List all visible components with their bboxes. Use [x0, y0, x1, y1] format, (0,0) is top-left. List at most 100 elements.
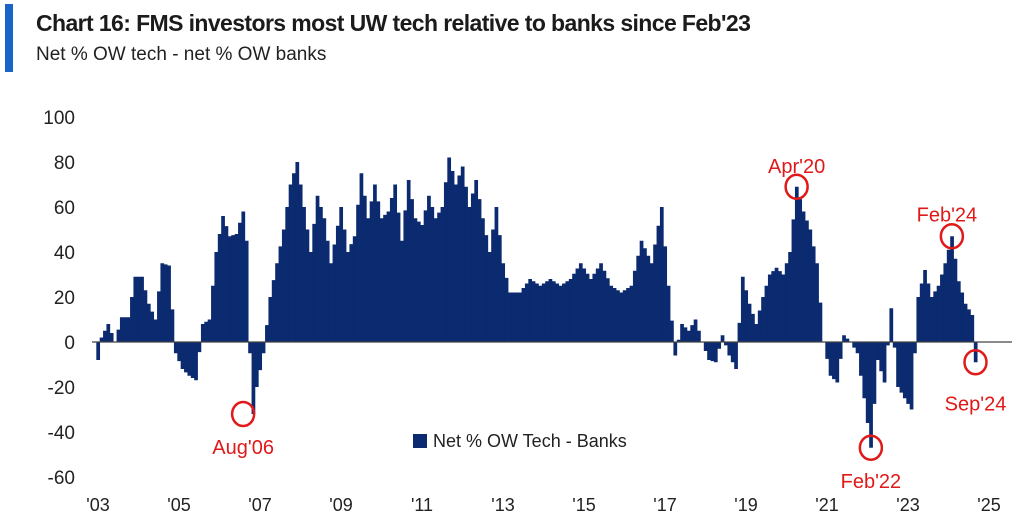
bar — [835, 342, 840, 383]
bar — [298, 184, 303, 342]
bar — [578, 263, 583, 342]
bar — [403, 210, 408, 342]
bar — [292, 173, 296, 342]
bar — [349, 244, 354, 342]
bar — [562, 283, 566, 342]
bar — [308, 252, 313, 342]
bar — [150, 311, 155, 342]
bar — [656, 225, 661, 342]
annotation-label: Apr'20 — [768, 156, 825, 178]
x-tick-label: '17 — [653, 495, 676, 515]
bar — [757, 310, 762, 342]
bar — [123, 317, 128, 342]
bar — [119, 317, 124, 342]
bar — [535, 283, 539, 342]
bar — [325, 240, 330, 342]
bar — [238, 222, 242, 342]
bar — [396, 212, 401, 342]
bar — [643, 248, 647, 342]
bar — [224, 226, 229, 342]
bar — [487, 252, 492, 342]
bar — [521, 288, 526, 342]
x-tick-label: '25 — [977, 495, 1000, 515]
bar — [970, 315, 975, 342]
bar — [808, 229, 813, 342]
bar — [153, 319, 158, 342]
bar — [589, 279, 593, 342]
bar — [504, 277, 509, 342]
bar — [285, 207, 290, 342]
y-tick-label: 20 — [54, 288, 75, 309]
bar — [602, 270, 607, 342]
bar — [670, 320, 674, 342]
bar — [508, 292, 512, 342]
bar — [619, 292, 624, 342]
bar — [332, 244, 337, 342]
bar — [727, 342, 732, 356]
bar — [973, 342, 978, 363]
y-tick-label: 80 — [54, 153, 75, 174]
bar — [140, 276, 144, 342]
bar — [167, 265, 171, 342]
bar — [494, 207, 499, 342]
bar — [724, 342, 728, 346]
bar — [852, 342, 857, 348]
bar — [373, 184, 377, 342]
bar — [413, 218, 418, 342]
bar — [109, 333, 114, 342]
bar — [366, 218, 371, 342]
bar — [126, 317, 131, 342]
bar — [676, 339, 681, 342]
bar — [693, 319, 698, 342]
bar — [754, 324, 759, 342]
bar — [673, 342, 678, 356]
bar — [717, 342, 722, 349]
bar — [737, 322, 742, 342]
bar — [383, 214, 387, 342]
bar — [784, 263, 789, 342]
bar — [747, 303, 752, 342]
bar — [811, 246, 816, 342]
bar — [923, 270, 927, 342]
bar — [599, 263, 603, 342]
annotation-circle — [858, 434, 884, 461]
bar — [545, 281, 549, 342]
bar — [389, 198, 394, 342]
bar — [582, 268, 587, 342]
bar — [474, 180, 479, 342]
bar — [936, 285, 941, 342]
annotation-circle — [784, 173, 809, 200]
bar — [751, 313, 755, 342]
bar — [207, 319, 212, 342]
bar — [184, 342, 188, 373]
bar — [497, 235, 502, 342]
bar — [457, 175, 462, 342]
bar — [251, 342, 256, 414]
bar — [886, 342, 890, 346]
bar — [433, 218, 438, 342]
x-tick-label: '11 — [411, 495, 433, 515]
bar — [683, 327, 688, 342]
bar — [538, 285, 543, 342]
x-tick-label: '19 — [734, 495, 757, 515]
bar — [690, 325, 695, 342]
chart-title: Chart 16: FMS investors most UW tech rel… — [36, 10, 751, 36]
bar — [805, 220, 809, 342]
bar — [271, 280, 276, 342]
y-tick-label: -60 — [48, 468, 75, 489]
bar — [258, 342, 263, 371]
bar — [946, 249, 951, 342]
bar — [855, 342, 860, 354]
bar — [440, 207, 445, 342]
bar — [663, 246, 668, 342]
bar — [842, 335, 846, 342]
bar — [227, 236, 232, 342]
bar — [470, 193, 475, 342]
bar — [697, 330, 701, 342]
bar — [879, 342, 884, 372]
bar — [913, 342, 917, 354]
bar — [319, 207, 323, 342]
bar — [302, 207, 306, 342]
x-tick-label: '13 — [491, 495, 514, 515]
bar — [315, 195, 320, 342]
